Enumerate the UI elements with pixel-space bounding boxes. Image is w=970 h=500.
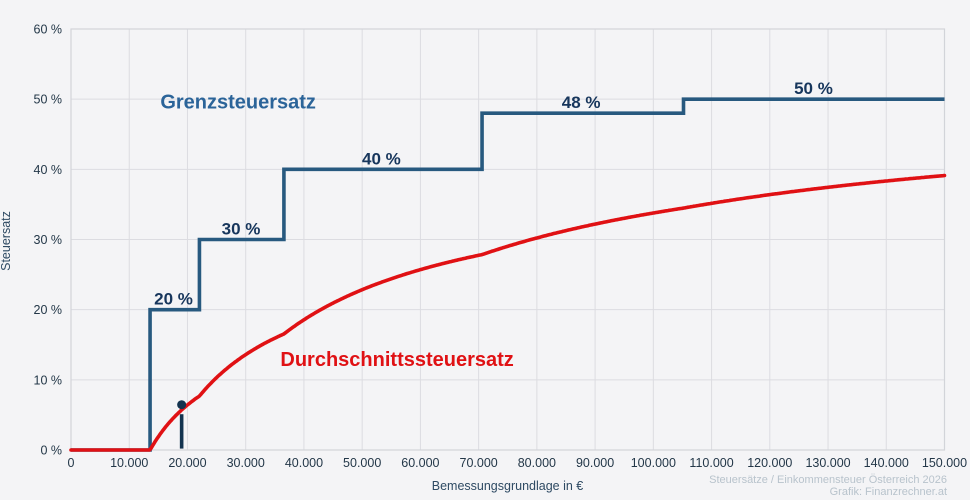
attribution: Steuersätze / Einkommensteuer Österreich…	[709, 474, 947, 498]
x-tick-label: 110.000	[689, 456, 733, 470]
x-tick-label: 100.000	[631, 456, 676, 470]
x-tick-label: 80.000	[518, 456, 556, 470]
y-axis-title: Steuersatz	[0, 211, 13, 271]
marginal-rate-line	[71, 97, 945, 452]
x-tick-label: 30.000	[227, 456, 265, 470]
y-tick-label: 0 %	[40, 444, 62, 458]
y-tick-label: 50 %	[34, 93, 63, 107]
x-tick-label: 140.000	[864, 456, 909, 470]
x-tick-label: 130.000	[805, 456, 850, 470]
attribution-line-source: Steuersätze / Einkommensteuer Österreich…	[709, 474, 947, 486]
x-tick-label: 50.000	[343, 456, 381, 470]
x-tick-label: 0	[68, 456, 75, 470]
x-tick-label: 90.000	[576, 456, 614, 470]
average-rate-line	[69, 173, 947, 452]
step-rate-label: 30 %	[222, 220, 261, 239]
step-rate-label: 48 %	[562, 93, 601, 112]
series-label-durchschnittssteuersatz: Durchschnittssteuersatz	[280, 349, 513, 371]
x-tick-label: 60.000	[401, 456, 439, 470]
step-rate-label: 50 %	[794, 79, 833, 98]
y-tick-label: 40 %	[34, 163, 63, 177]
marker-dot	[177, 400, 187, 410]
y-tick-label: 10 %	[34, 373, 63, 387]
step-rate-label: 40 %	[362, 149, 401, 168]
x-tick-label: 20.000	[168, 456, 206, 470]
x-axis-title: Bemessungsgrundlage in €	[431, 479, 584, 493]
x-tick-label: 70.000	[460, 456, 498, 470]
plot-border	[70, 28, 946, 451]
x-tick-label: 150.000	[922, 456, 967, 470]
y-tick-label: 30 %	[34, 233, 63, 247]
attribution-line-credit: Grafik: Finanzrechner.at	[829, 485, 947, 498]
x-tick-label: 40.000	[285, 456, 323, 470]
series-label-grenzsteuersatz: Grenzsteuersatz	[160, 91, 316, 113]
y-tick-label: 60 %	[34, 23, 63, 37]
x-tick-label: 10.000	[110, 456, 148, 470]
y-tick-label: 20 %	[34, 303, 63, 317]
x-tick-label: 120.000	[747, 456, 792, 470]
step-rate-label: 20 %	[154, 290, 193, 309]
